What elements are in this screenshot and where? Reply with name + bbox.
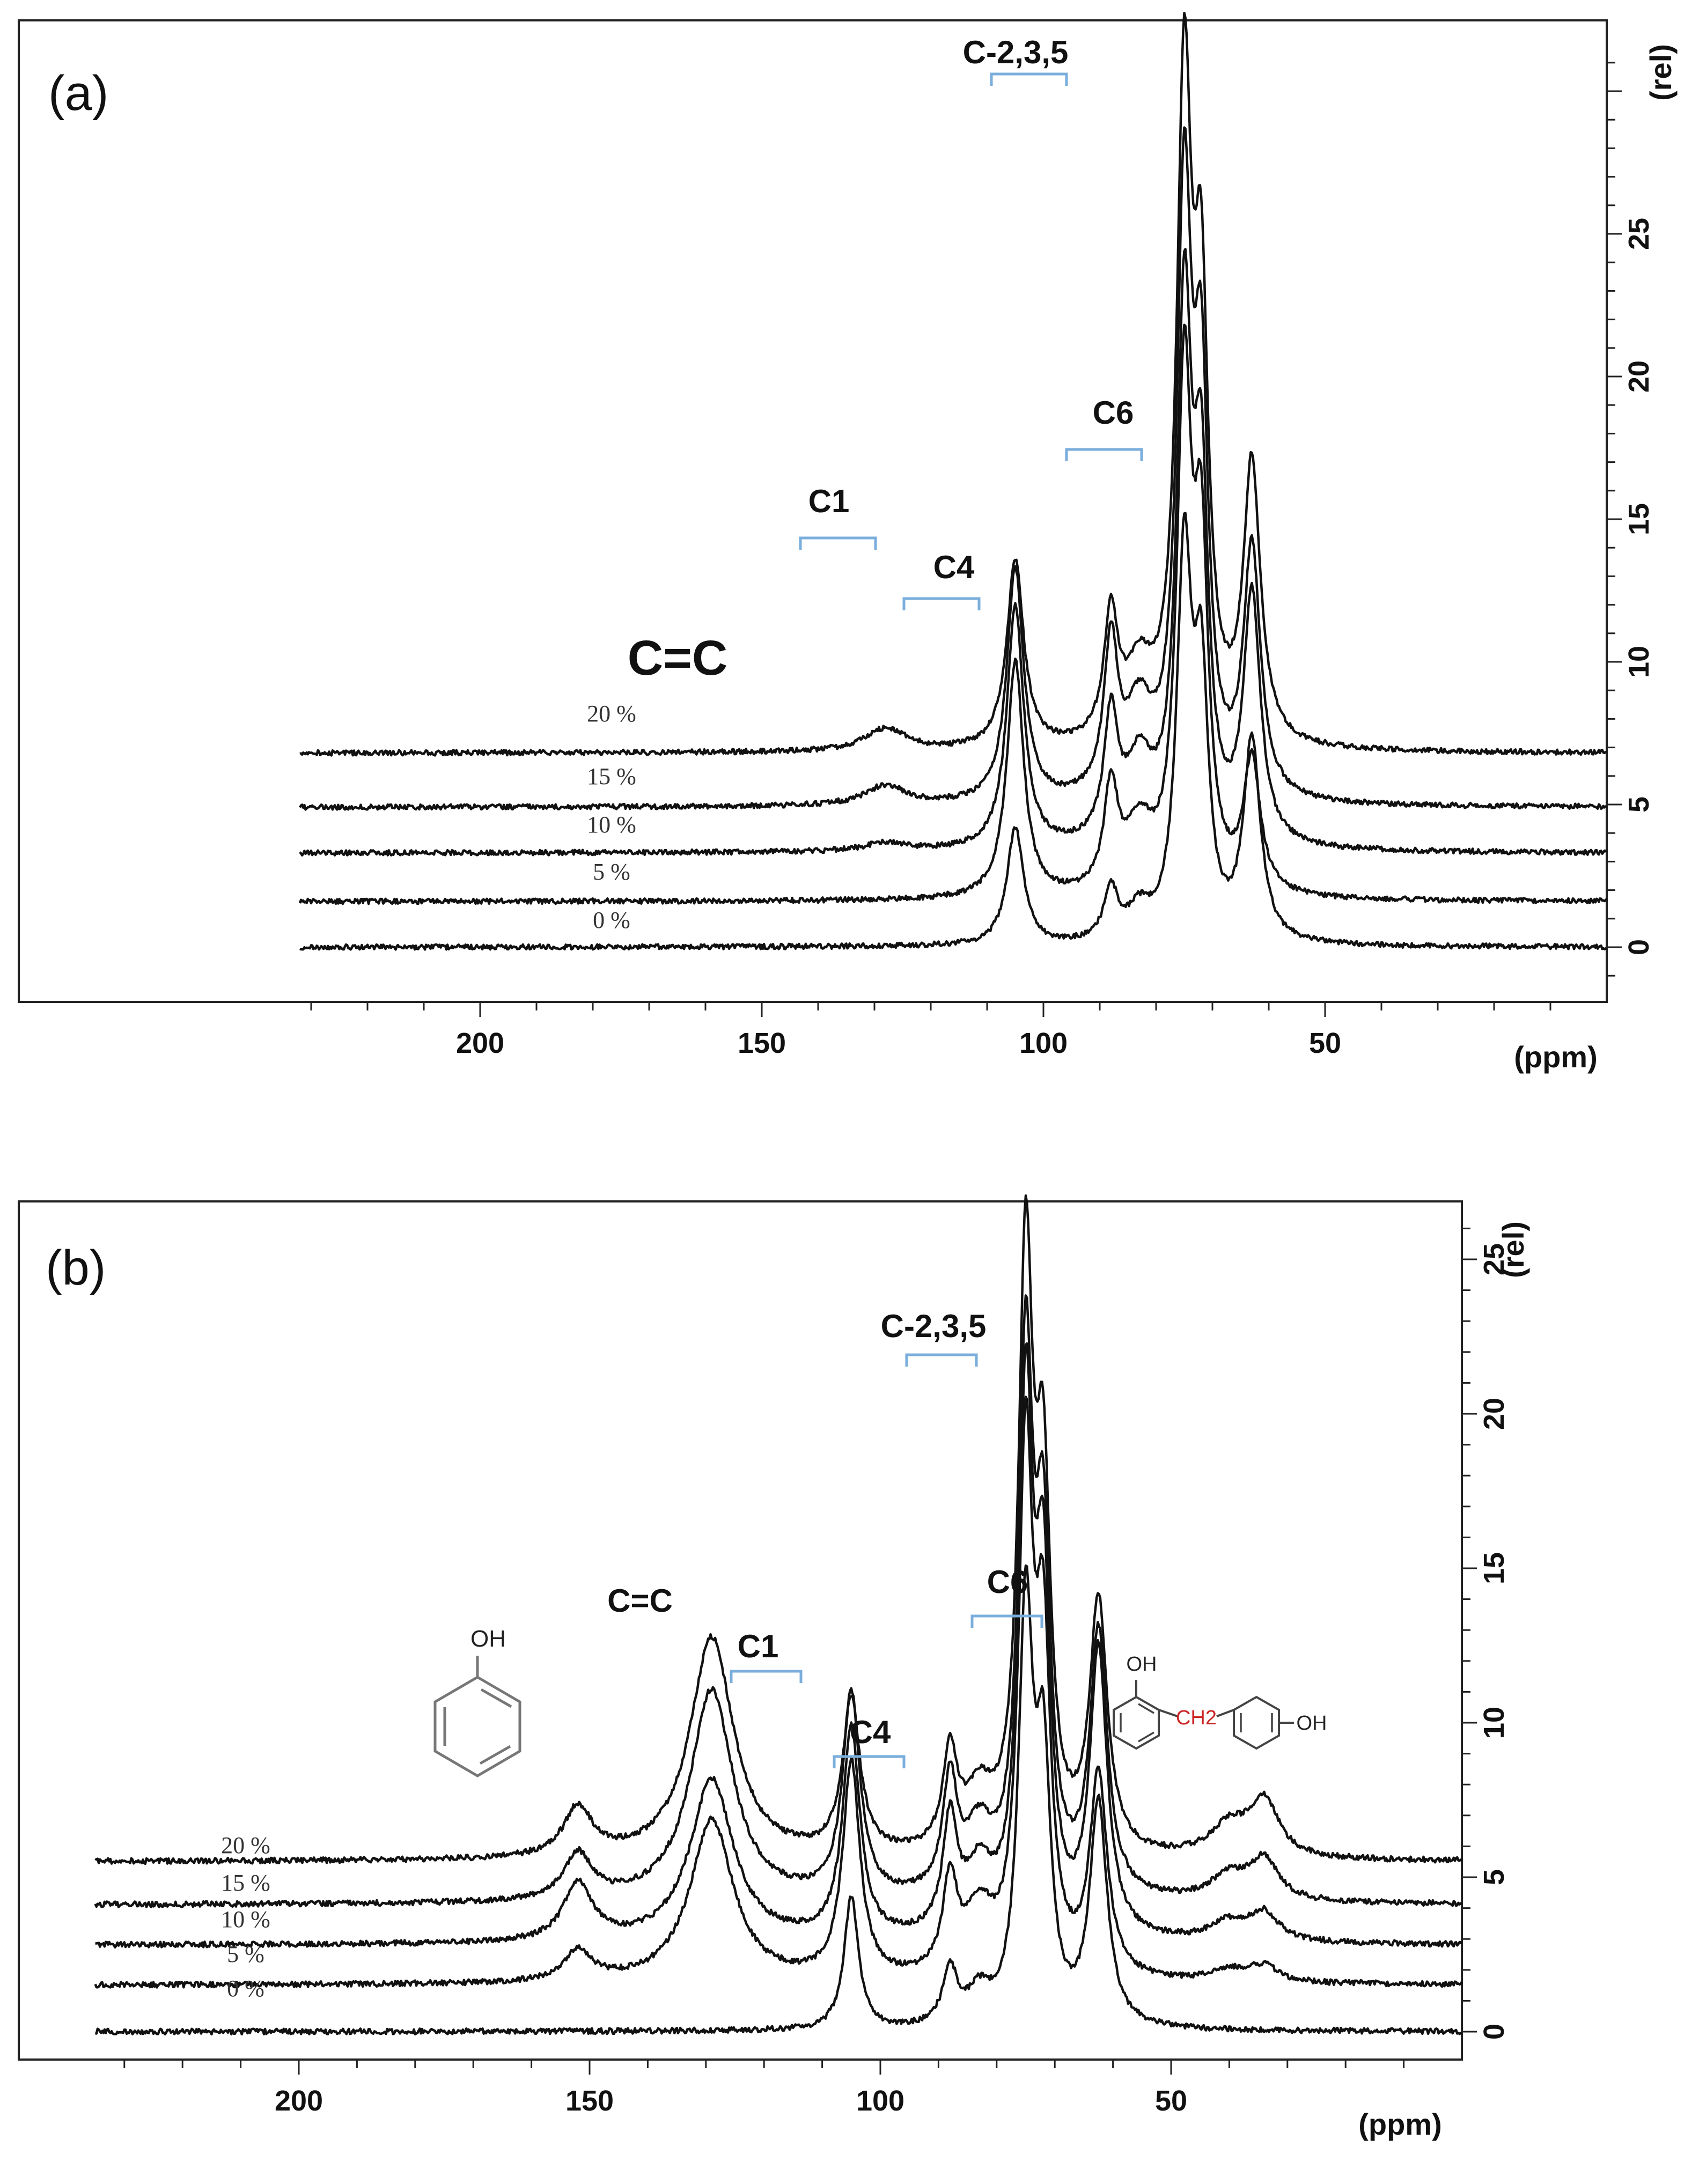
panel-label-b: (b) [46, 1241, 106, 1295]
x-tick-label-b-150: 150 [565, 2085, 614, 2117]
y-tick-label-b-20: 20 [1478, 1398, 1510, 1430]
series-label-20-a: 20 % [587, 700, 636, 727]
y-tick-label-a-10: 10 [1623, 646, 1655, 678]
dimer-oh-label-1: OH [1127, 1653, 1157, 1676]
x-tick-label-b-50: 50 [1155, 2085, 1187, 2117]
series-label-20-b: 20 % [221, 1832, 270, 1858]
annotation-c6-a: C6 [1093, 395, 1134, 431]
series-label-0-b: 0 % [227, 1975, 264, 2002]
y-tick-label-a-5: 5 [1623, 796, 1655, 813]
series-label-15-b: 15 % [221, 1870, 270, 1896]
x-tick-label-b-200: 200 [275, 2085, 323, 2117]
dimer-bond-to-bridge [1158, 1709, 1178, 1717]
x-tick-label-b-100: 100 [856, 2085, 904, 2117]
spectrum-a-15pct [299, 126, 1607, 811]
dimer-bridge-label: CH2 [1176, 1707, 1217, 1729]
methylene-bridged-phenol-structure: OH CH2 OH [1113, 1653, 1327, 1750]
spectrum-a-0pct [299, 512, 1608, 951]
bracket-c235-b [905, 1353, 978, 1367]
spectra-a [298, 11, 1608, 951]
spectrum-b-5pct [94, 1396, 1463, 1989]
dimer-ring-left-double-3 [1138, 1731, 1154, 1743]
y-tick-label-b-5: 5 [1478, 1869, 1510, 1885]
spectrum-a-20pct [299, 11, 1607, 757]
x-axis-label-b: (ppm) [1358, 2107, 1442, 2141]
phenol-ring [433, 1676, 521, 1777]
phenol-double-bond-1 [480, 1688, 512, 1708]
series-label-0-a: 0 % [593, 907, 630, 933]
spectrum-b-10pct [95, 1342, 1463, 1949]
phenol-double-bond-2 [479, 1745, 511, 1765]
annotation-c235-a: C-2,3,5 [963, 34, 1069, 70]
annotation-c4-b: C4 [850, 1714, 891, 1750]
series-label-10-b: 10 % [221, 1906, 270, 1932]
ticks-a: 200 150 100 50 0 5 10 15 20 25 [310, 62, 1655, 1059]
dimer-bond-from-bridge [1216, 1709, 1234, 1717]
bracket-c4-b [833, 1755, 906, 1768]
annotation-c1-a: C1 [808, 483, 850, 519]
annotation-c6-b: C6 [987, 1564, 1028, 1600]
annotation-cc-a: C=C [628, 631, 728, 685]
y-tick-label-a-25: 25 [1623, 218, 1655, 250]
annotation-c4-a: C4 [933, 549, 975, 585]
spectrum-b-15pct [94, 1294, 1462, 1908]
x-tick-label-a-150: 150 [738, 1027, 786, 1059]
y-tick-label-a-15: 15 [1623, 503, 1655, 535]
spectrum-b-0pct [94, 1564, 1463, 2036]
x-tick-label-a-200: 200 [456, 1027, 504, 1059]
y-axis-label-a: (rel) [1644, 44, 1678, 101]
dimer-ring-left-double-2 [1138, 1703, 1154, 1714]
spectra-b [94, 1194, 1463, 2036]
bracket-c235-a [990, 72, 1068, 86]
series-label-15-a: 15 % [587, 763, 636, 790]
annotation-c235-b: C-2,3,5 [881, 1308, 987, 1344]
x-tick-label-a-50: 50 [1309, 1027, 1341, 1059]
spectrum-a-10pct [299, 248, 1608, 857]
x-axis-label-a: (ppm) [1514, 1040, 1598, 1074]
annotation-c1-b: C1 [738, 1628, 779, 1664]
bracket-c6-a [1065, 448, 1143, 461]
y-tick-label-a-0: 0 [1623, 939, 1655, 955]
y-tick-label-b-15: 15 [1478, 1552, 1510, 1584]
dimer-oh-label-2: OH [1297, 1712, 1327, 1735]
y-tick-label-a-20: 20 [1623, 360, 1655, 393]
panel-label-a: (a) [48, 66, 108, 121]
x-tick-label-a-100: 100 [1019, 1027, 1068, 1059]
annotation-cc-b: C=C [607, 1583, 673, 1619]
y-axis-label-b: (rel) [1496, 1221, 1530, 1278]
panel-a: (a) 200 150 100 50 0 5 10 15 20 25 (ppm) (rel) C-… [18, 11, 1678, 1074]
series-label-5-b: 5 % [227, 1941, 264, 1967]
panel-b: (b) 200 150 100 50 0 5 10 15 20 25 (ppm) (rel) C-… [18, 1194, 1530, 2141]
bracket-c1-a [799, 536, 877, 550]
spectrum-a-5pct [298, 323, 1608, 905]
y-tick-label-b-10: 10 [1478, 1707, 1510, 1739]
series-label-5-a: 5 % [593, 859, 630, 885]
phenol-oh-label: OH [470, 1626, 506, 1652]
phenol-structure: OH [433, 1626, 521, 1777]
bracket-c6-b [970, 1614, 1043, 1628]
y-tick-label-b-0: 0 [1478, 2024, 1510, 2040]
spectrum-b-20pct [94, 1194, 1462, 1865]
bracket-c4-a [902, 597, 981, 610]
ticks-b: 200 150 100 50 0 5 10 15 20 25 [123, 1227, 1510, 2117]
dimer-ring-right [1233, 1695, 1280, 1750]
bracket-c1-b [730, 1670, 803, 1683]
series-label-10-a: 10 % [587, 811, 636, 838]
y-tick-label-b-25: 25 [1478, 1243, 1510, 1275]
